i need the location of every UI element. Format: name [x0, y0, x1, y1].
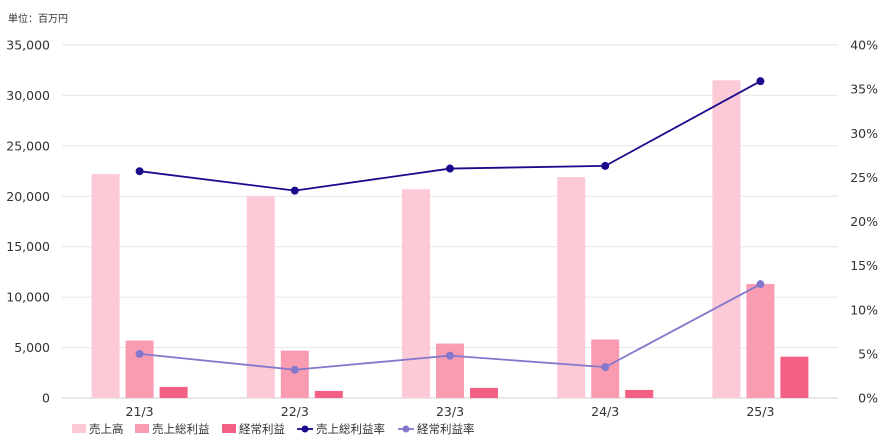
legend-label: 経常利益: [239, 422, 285, 436]
y-right-tick-label: 10%: [850, 302, 878, 317]
bar: [780, 356, 809, 398]
bar: [246, 196, 275, 398]
bar: [125, 340, 154, 398]
legend-label: 売上高: [89, 422, 124, 436]
y-axis-left: 0 5,000 10,000 15,000 20,000 25,000 30,000 35,0…: [6, 38, 50, 406]
legend-label: 経常利益率: [417, 422, 475, 436]
bar: [280, 350, 309, 398]
y-axis-right: 0% 5% 10% 15% 20% 25% 30% 35% 40%: [850, 38, 878, 406]
series-point: [601, 363, 610, 372]
y-right-tick-label: 5%: [858, 346, 878, 361]
grid: [62, 44, 838, 399]
unit-label: 単位：百万円: [8, 12, 68, 25]
bar: [470, 387, 498, 398]
bar: [712, 80, 741, 399]
y-left-tick-label: 10,000: [6, 290, 50, 305]
series-line: [139, 80, 761, 192]
series-point: [446, 164, 454, 173]
legend-swatch: [135, 424, 149, 433]
bar: [159, 386, 188, 398]
y-right-tick-label: 0%: [858, 391, 878, 406]
series-point: [756, 280, 765, 289]
y-right-tick-label: 20%: [850, 214, 878, 229]
y-right-tick-label: 15%: [850, 258, 878, 273]
y-left-tick-label: 25,000: [6, 138, 50, 153]
y-left-tick-label: 20,000: [6, 189, 50, 204]
series-point: [135, 167, 144, 176]
x-tick-label: 24/3: [591, 404, 619, 419]
y-left-tick-label: 30,000: [6, 88, 50, 103]
legend-label: 売上総利益率: [316, 422, 385, 436]
y-left-tick-label: 0: [42, 391, 50, 406]
legend: 売上高 売上総利益 経常利益 売上総利益率 経常利益率: [72, 422, 475, 436]
lines: [135, 77, 765, 374]
x-tick-label: 25/3: [746, 404, 774, 419]
x-tick-label: 22/3: [281, 404, 309, 419]
y-left-tick-label: 15,000: [6, 239, 50, 254]
y-left-tick-label: 35,000: [6, 38, 50, 53]
y-right-tick-label: 35%: [850, 82, 878, 97]
series-point: [135, 349, 144, 358]
bar: [746, 284, 775, 398]
bars: [91, 80, 809, 399]
series-point: [290, 186, 299, 195]
y-right-tick-label: 40%: [850, 38, 878, 53]
bar: [91, 174, 120, 398]
series-point: [601, 161, 610, 170]
series-point: [446, 351, 454, 360]
y-right-tick-label: 30%: [850, 126, 878, 141]
legend-label: 売上総利益: [152, 422, 210, 436]
series-point: [756, 77, 765, 86]
x-tick-label: 21/3: [126, 404, 154, 419]
x-tick-label: 23/3: [436, 404, 464, 419]
y-right-tick-label: 25%: [850, 170, 878, 185]
y-left-tick-label: 5,000: [14, 340, 50, 355]
series-point: [290, 365, 299, 374]
x-axis: 21/3 22/3 23/3 24/3 25/3: [126, 404, 775, 419]
legend-swatch: [72, 424, 86, 433]
legend-marker: [301, 425, 309, 433]
legend-swatch: [222, 424, 236, 433]
legend-marker: [402, 425, 410, 433]
bar: [314, 390, 343, 398]
bar: [557, 177, 586, 398]
bar: [402, 189, 430, 398]
bar: [625, 389, 654, 398]
